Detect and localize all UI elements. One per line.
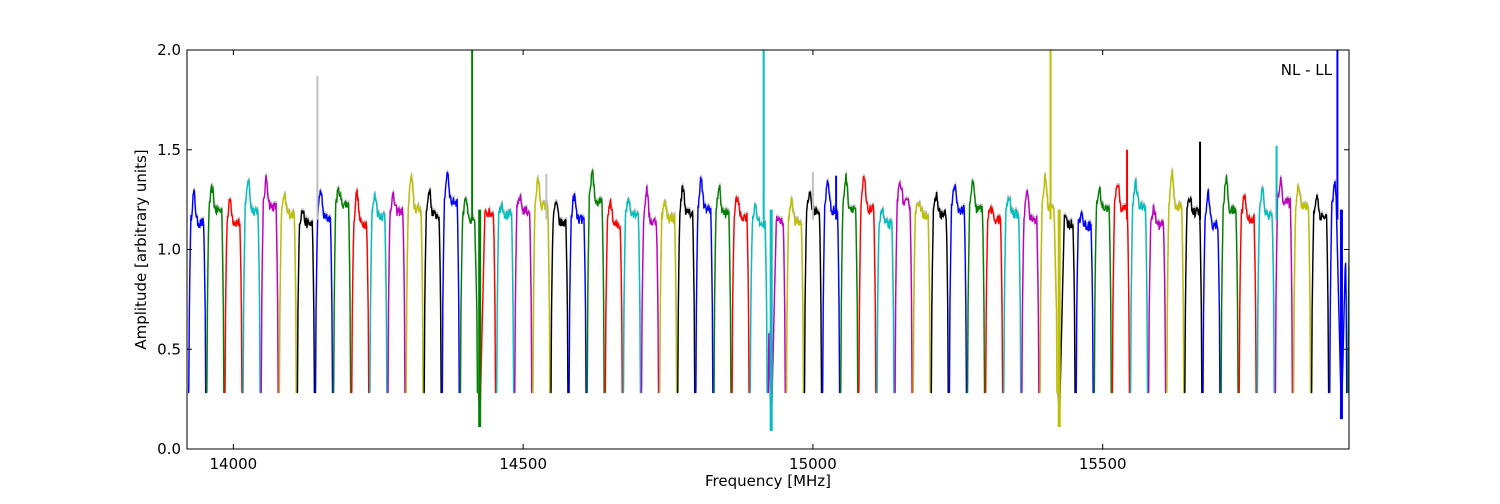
band-series-15 [459,197,479,394]
band-series-54 [1166,169,1185,394]
band-series-38 [876,207,895,394]
band-series-36 [840,173,859,394]
x-tick-label-2: 15000 [789,455,837,473]
x-axis-label: Frequency [MHz] [705,472,831,490]
band-series-9 [351,189,370,394]
band-series-18 [514,194,533,394]
series-layer [188,169,1349,423]
band-series-59 [1256,186,1275,394]
band-series-37 [858,175,877,394]
band-series-10 [369,192,388,394]
band-series-62 [1310,194,1330,394]
band-series-52 [1129,178,1149,394]
band-series-26 [658,200,678,394]
band-series-42 [948,184,968,394]
band-series-22 [586,169,605,394]
band-series-44 [984,204,1004,394]
y-axis: 0.0 0.5 1.0 1.5 2.0 [157,41,1349,458]
band-series-2 [224,198,243,394]
band-series-25 [640,185,660,394]
band-series-6 [296,210,316,394]
spike-layer [316,50,1343,432]
band-series-29 [713,184,732,394]
band-series-50 [1093,186,1112,394]
x-tick-label-3: 15500 [1079,455,1127,473]
band-series-17 [495,202,515,394]
x-tick-label-0: 14000 [210,455,258,473]
band-series-41 [930,192,949,394]
band-series-3 [242,179,261,394]
band-series-56 [1202,189,1221,394]
band-series-5 [278,192,297,394]
y-tick-label-2: 1.0 [157,241,181,259]
x-tick-label-1: 14500 [499,455,547,473]
band-series-11 [387,191,406,394]
y-tick-label-4: 2.0 [157,41,181,59]
band-series-49 [1075,210,1094,394]
band-series-39 [894,180,913,394]
band-series-45 [1003,195,1022,394]
band-series-12 [405,174,424,394]
y-axis-label: Amplitude [arbitrary units] [132,149,150,349]
band-series-58 [1238,194,1257,394]
band-series-21 [568,193,587,394]
band-series-43 [966,178,986,394]
band-series-27 [677,185,696,394]
band-series-24 [622,197,642,394]
band-series-47 [1039,173,1058,394]
band-series-16 [477,208,497,423]
band-series-61 [1292,184,1312,394]
band-series-30 [731,196,750,394]
band-series-46 [1021,189,1040,394]
band-series-40 [912,201,931,394]
band-series-48 [1057,213,1076,423]
band-series-63 [1329,181,1348,416]
band-series-23 [604,197,623,394]
band-series-28 [695,176,714,394]
x-axis: 14000 14500 15000 15500 [210,50,1127,473]
band-series-1 [206,184,225,394]
band-series-31 [749,201,768,394]
band-series-57 [1220,175,1239,394]
band-series-33 [785,196,805,394]
y-tick-label-1: 0.5 [157,340,181,358]
band-series-55 [1184,196,1203,394]
band-series-13 [423,188,442,394]
band-series-8 [332,186,352,394]
y-tick-label-0: 0.0 [157,440,181,458]
band-series-4 [260,175,279,394]
band-series-14 [441,171,460,394]
band-series-53 [1147,204,1167,394]
band-series-60 [1274,176,1293,394]
band-series-20 [550,200,569,394]
y-tick-label-3: 1.5 [157,141,181,159]
band-series-0 [188,189,207,394]
chart-annotation: NL - LL [1281,61,1333,79]
